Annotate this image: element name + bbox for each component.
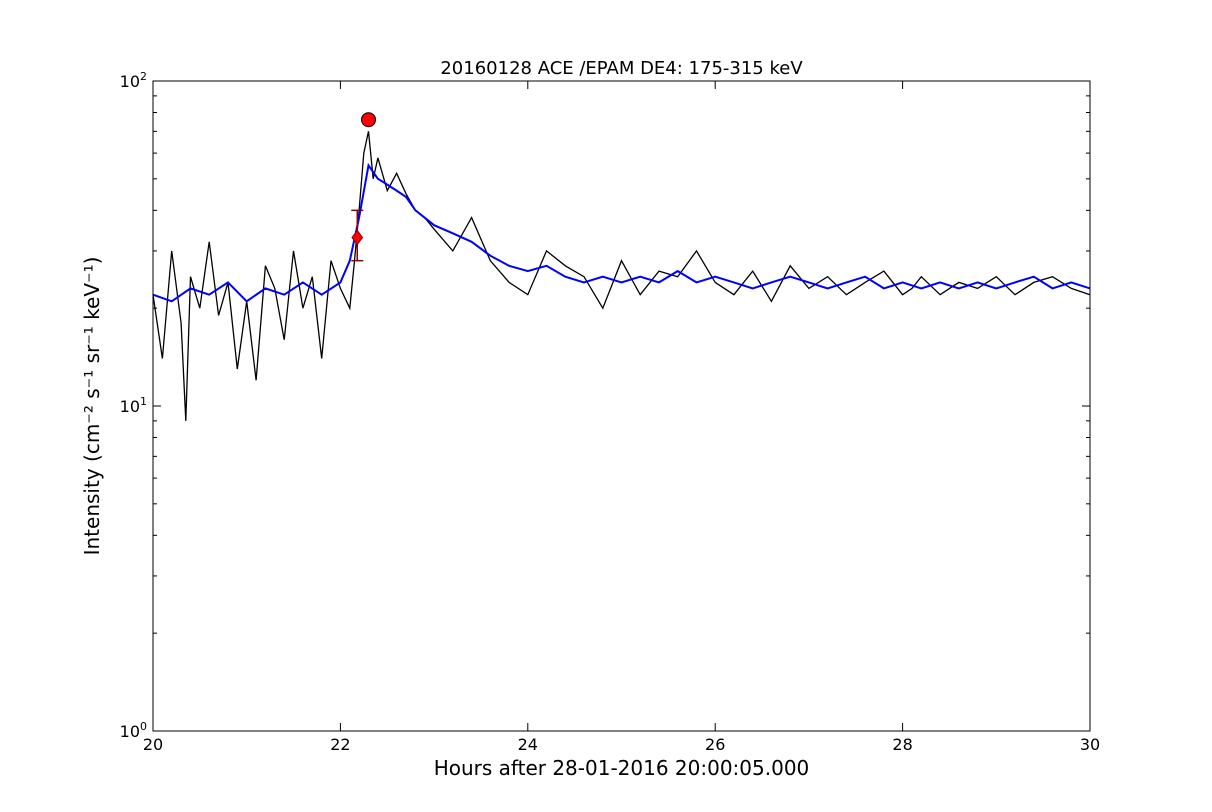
tick-layer: 20 22 24 26 28 30 100 101 102 bbox=[120, 70, 1101, 754]
marker-circle-0 bbox=[361, 112, 377, 128]
series-line-0 bbox=[152, 131, 1091, 421]
x-axis-label: Hours after 28-01-2016 20:00:05.000 bbox=[434, 756, 810, 780]
series-line-1 bbox=[152, 162, 1091, 303]
x-tick-label-3: 26 bbox=[705, 735, 725, 754]
x-tick-label-2: 24 bbox=[518, 735, 538, 754]
y-axis-label: Intensity (cm⁻² s⁻¹ sr⁻¹ keV⁻¹) bbox=[80, 257, 104, 556]
x-tick-label-4: 28 bbox=[892, 735, 912, 754]
marker-layer bbox=[351, 112, 377, 262]
marker-diamond-1 bbox=[351, 229, 364, 246]
y-tick-label-0: 100 bbox=[120, 720, 147, 741]
series-layer bbox=[152, 131, 1091, 421]
x-tick-label-5: 30 bbox=[1080, 735, 1100, 754]
y-tick-label-2: 102 bbox=[120, 70, 147, 91]
x-tick-label-1: 22 bbox=[330, 735, 350, 754]
chart-title: 20160128 ACE /EPAM DE4: 175-315 keV bbox=[440, 58, 803, 79]
x-tick-label-0: 20 bbox=[143, 735, 163, 754]
plot-frame bbox=[152, 80, 1091, 732]
y-tick-label-1: 101 bbox=[120, 395, 147, 416]
